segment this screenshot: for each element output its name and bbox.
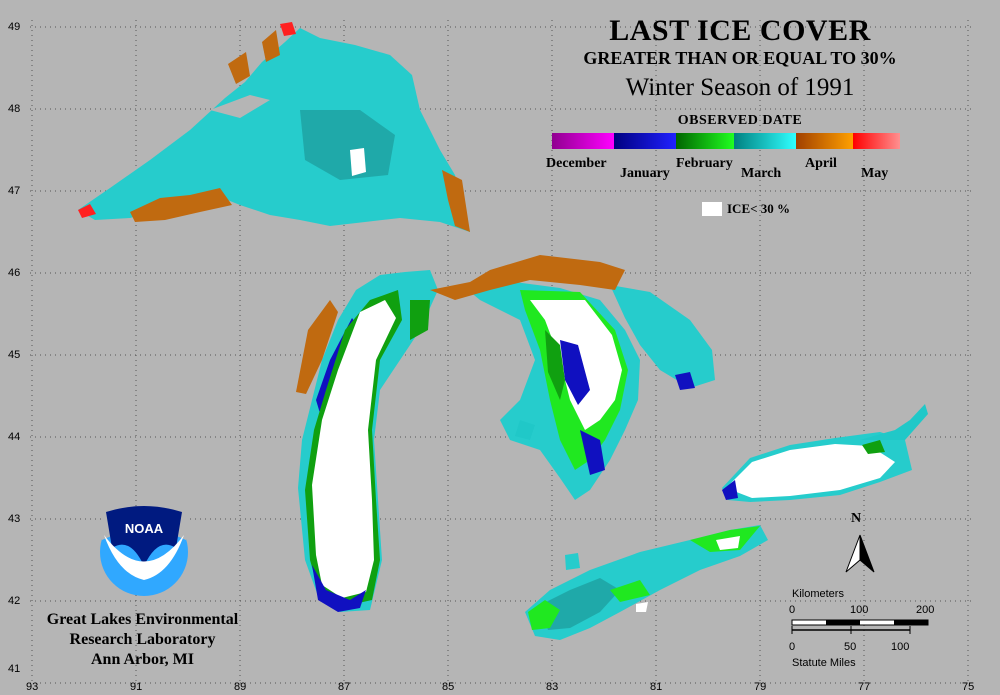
lat-label: 43 — [8, 513, 21, 525]
legend-label-january: January — [620, 166, 670, 181]
scale-mi-tick: 100 — [891, 641, 910, 653]
lake-erie — [525, 525, 768, 640]
lat-label: 44 — [8, 431, 21, 443]
scale-mi-tick: 50 — [844, 641, 857, 653]
ice-legend-label: ICE< 30 % — [727, 201, 791, 216]
lat-label: 47 — [8, 185, 21, 197]
legend-heading: OBSERVED DATE — [677, 113, 803, 128]
scale-km-label: Kilometers — [792, 588, 844, 600]
lake-michigan — [296, 270, 438, 612]
lon-label: 81 — [650, 681, 663, 693]
scale-km-tick: 100 — [850, 604, 869, 616]
legend-label-march: March — [741, 166, 782, 181]
north-arrow-icon — [845, 534, 875, 573]
lon-label: 89 — [234, 681, 247, 693]
scale-mi-label: Statute Miles — [792, 657, 856, 669]
organization-line: Research Laboratory — [69, 631, 216, 648]
legend-label-december: December — [546, 156, 607, 171]
map-title: LAST ICE COVER — [609, 14, 871, 47]
scale-bar — [791, 619, 929, 634]
lon-label: 79 — [754, 681, 767, 693]
organization-line: Ann Arbor, MI — [91, 651, 194, 668]
noaa-logo-text: NOAA — [125, 521, 164, 536]
legend-label-april: April — [805, 156, 837, 171]
lon-label: 75 — [962, 681, 975, 693]
lat-label: 49 — [8, 21, 21, 33]
ice-legend-swatch — [702, 202, 722, 216]
lake-huron — [430, 255, 715, 500]
organization-line: Great Lakes Environmental — [46, 611, 239, 628]
lat-label: 45 — [8, 349, 21, 361]
north-label: N — [851, 511, 862, 526]
lat-label: 42 — [8, 595, 21, 607]
lon-label: 85 — [442, 681, 455, 693]
lake-superior — [78, 22, 470, 232]
legend-label-may: May — [861, 166, 889, 181]
scale-mi-tick: 0 — [789, 641, 796, 653]
lat-label: 48 — [8, 103, 21, 115]
scale-km-tick: 200 — [916, 604, 935, 616]
legend-label-february: February — [676, 156, 733, 171]
lat-label: 41 — [8, 663, 21, 675]
lake-ontario — [722, 404, 928, 502]
legend-color-bar — [552, 133, 900, 149]
noaa-logo: NOAA — [100, 506, 188, 596]
scale-km-tick: 0 — [789, 604, 796, 616]
season-label: Winter Season of 1991 — [625, 74, 855, 101]
map-subtitle: GREATER THAN OR EQUAL TO 30% — [583, 48, 897, 68]
lon-label: 87 — [338, 681, 351, 693]
lon-label: 77 — [858, 681, 871, 693]
lat-label: 46 — [8, 267, 21, 279]
lake-st-clair — [565, 553, 580, 570]
lon-label: 91 — [130, 681, 143, 693]
lon-label: 93 — [26, 681, 39, 693]
lon-label: 83 — [546, 681, 559, 693]
